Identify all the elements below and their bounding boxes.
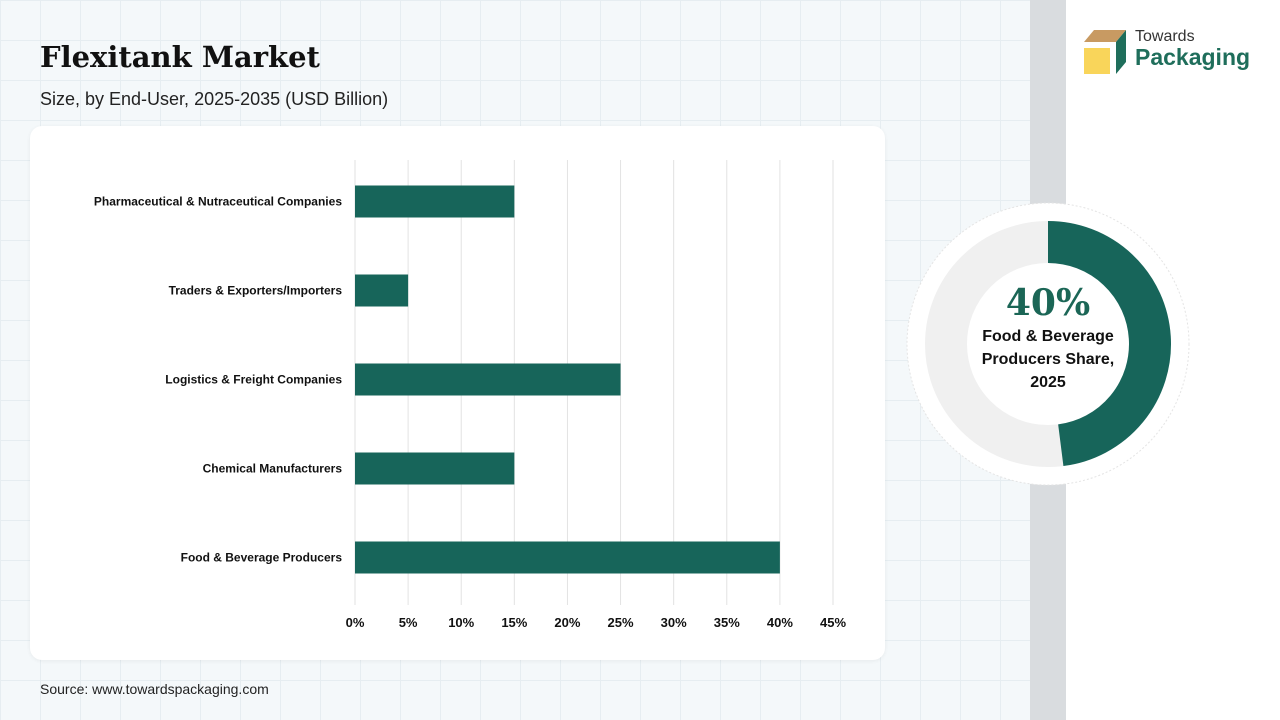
x-tick-label: 0% [346,615,365,630]
logo: Towards Packaging [1082,28,1250,81]
x-tick-label: 5% [399,615,418,630]
x-tick-label: 45% [820,615,846,630]
bar [355,452,515,485]
x-tick-label: 35% [714,615,740,630]
x-tick-label: 10% [448,615,474,630]
logo-box-icon [1084,30,1126,74]
page-title: Flexitank Market [40,40,320,74]
y-category-label: Pharmaceutical & Nutraceutical Companies [94,195,342,209]
x-tick-label: 30% [661,615,687,630]
x-tick-label: 25% [608,615,634,630]
donut-label-line: Food & Beverage [982,328,1114,345]
source-note: Source: www.towardspackaging.com [40,681,269,697]
bar [355,541,780,574]
bar [355,185,515,218]
page-subtitle: Size, by End-User, 2025-2035 (USD Billio… [40,89,389,109]
donut-label: 40% Food & Beverage Producers Share, 202… [958,282,1138,393]
bar [355,363,621,396]
y-category-label: Logistics & Freight Companies [165,373,342,387]
y-category-label: Food & Beverage Producers [181,551,343,565]
donut-arc [1047,221,1171,467]
donut-label-line: Producers Share, [981,351,1115,368]
donut-label-line: 2025 [1030,374,1066,391]
x-tick-label: 15% [501,615,527,630]
bar [355,274,409,307]
donut-value: 40% [1005,282,1091,324]
x-tick-label: 40% [767,615,793,630]
x-tick-label: 20% [554,615,580,630]
logo-text-towards: Towards [1135,28,1195,45]
logo-text-packaging: Packaging [1135,44,1251,70]
y-category-label: Chemical Manufacturers [203,462,343,476]
y-category-label: Traders & Exporters/Importers [169,284,343,298]
